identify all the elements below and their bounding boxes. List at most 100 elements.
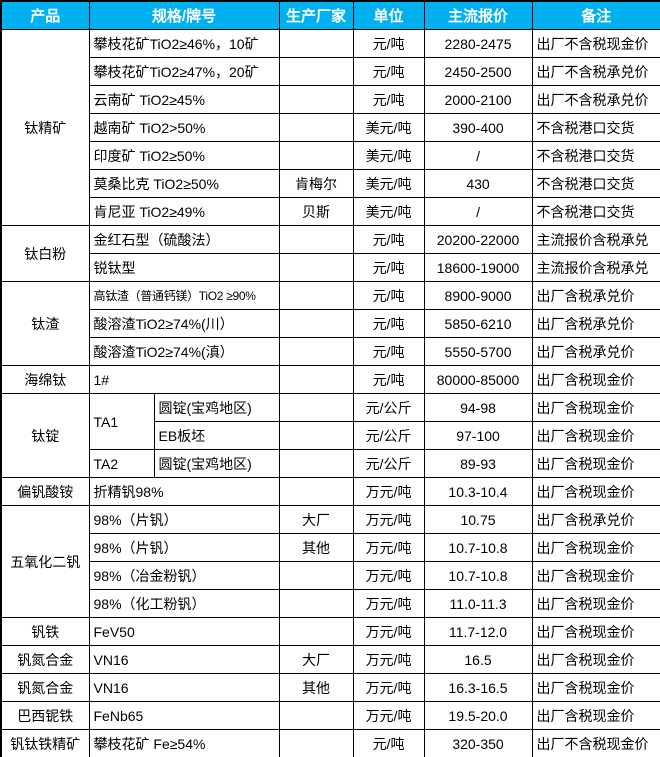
- product-cell: 钛锭: [0, 393, 90, 478]
- unit-cell: 万元/吨: [352, 589, 425, 618]
- price-cell: 2450-2500: [423, 57, 533, 86]
- spec-cell: 云南矿 TiO2≥45%: [88, 85, 280, 114]
- unit-cell: 万元/吨: [352, 533, 425, 562]
- unit-cell: 美元/吨: [352, 113, 425, 142]
- unit-cell: 万元/吨: [352, 505, 425, 534]
- unit-cell: 万元/吨: [352, 701, 425, 730]
- manufacturer-cell: [278, 225, 354, 254]
- header-cell-note: 备注: [531, 0, 660, 30]
- unit-cell: 万元/吨: [352, 645, 425, 674]
- spec-cell: 酸溶渣TiO2≥74%(滇）: [88, 337, 280, 366]
- unit-cell: 元/公斤: [352, 421, 425, 450]
- price-cell: 94-98: [423, 393, 533, 422]
- unit-cell: 万元/吨: [352, 561, 425, 590]
- price-cell: 97-100: [423, 421, 533, 450]
- table-row: 钒铁 FeV50 万元/吨 11.7-12.0 出厂含税现金价: [0, 617, 660, 646]
- header-cell-unit: 单位: [352, 0, 425, 30]
- table-row: 钛精矿 攀枝花矿TiO2≥46%，10矿 元/吨 2280-2475 出厂不含税现金价: [0, 29, 660, 226]
- table-row: 钛白粉 金红石型（硫酸法） 元/吨 20200-22000 主流报价含税承兑: [0, 225, 660, 282]
- note-cell: 出厂含税现金价: [531, 533, 660, 562]
- unit-cell: 美元/吨: [352, 141, 425, 170]
- note-cell: 出厂含税承兑价: [531, 337, 660, 366]
- spec-cell: FeNb65: [88, 701, 280, 730]
- spec-cell: VN16: [88, 673, 280, 702]
- note-cell: 不含税港口交货: [531, 197, 660, 226]
- price-cell: /: [423, 141, 533, 170]
- price-cell: 10.7-10.8: [423, 561, 533, 590]
- price-cell: 10.7-10.8: [423, 533, 533, 562]
- spec-grade-cell: TA1: [88, 393, 155, 450]
- price-cell: 16.3-16.5: [423, 673, 533, 702]
- table-row: 五氧化二钒 98%（片钒） 大厂 万元/吨 10.75 出厂含税承兑价: [0, 505, 660, 618]
- note-cell: 出厂含税现金价: [531, 365, 660, 394]
- spec-cell: 1#: [88, 365, 280, 394]
- unit-cell: 万元/吨: [352, 673, 425, 702]
- price-cell: /: [423, 197, 533, 226]
- manufacturer-cell: [278, 141, 354, 170]
- spec-cell: FeV50: [88, 617, 280, 646]
- price-cell: 89-93: [423, 449, 533, 478]
- product-cell: 钛渣: [0, 281, 90, 366]
- note-cell: 主流报价含税承兑: [531, 225, 660, 254]
- note-cell: 出厂含税现金价: [531, 617, 660, 646]
- price-table-body: 钛精矿 攀枝花矿TiO2≥46%，10矿 元/吨 2280-2475 出厂不含税现金价攀…: [0, 29, 660, 757]
- note-cell: 出厂含税现金价: [531, 561, 660, 590]
- table-row: 印度矿 TiO2≥50% 美元/吨 / 不含税港口交货: [1, 141, 660, 170]
- manufacturer-cell: 肯梅尔: [278, 169, 354, 198]
- table-row: 钛渣 高钛渣（普通钙镁）TiO2 ≥90% 元/吨 8900-9000 出厂含税承兑价: [0, 281, 660, 366]
- unit-cell: 元/公斤: [352, 449, 425, 478]
- price-cell: 5550-5700: [423, 337, 533, 366]
- spec-cell: 印度矿 TiO2≥50%: [88, 141, 280, 170]
- note-cell: 出厂含税现金价: [531, 589, 660, 618]
- note-cell: 不含税港口交货: [531, 141, 660, 170]
- note-cell: 主流报价含税承兑: [531, 253, 660, 282]
- price-cell: 20200-22000: [423, 225, 533, 254]
- manufacturer-cell: [278, 309, 354, 338]
- manufacturer-cell: [278, 57, 354, 86]
- manufacturer-cell: [278, 253, 354, 282]
- product-cell: 钛白粉: [0, 225, 90, 282]
- unit-cell: 元/公斤: [352, 393, 425, 422]
- manufacturer-cell: [278, 113, 354, 142]
- product-cell: 钛精矿: [0, 29, 90, 226]
- unit-cell: 元/吨: [352, 85, 425, 114]
- table-row: 98%（冶金粉钒） 万元/吨 10.7-10.8 出厂含税现金价: [1, 561, 660, 590]
- table-row: 钒钛铁精矿 攀枝花矿 Fe≥54% 元/吨 320-350 出厂不含税现金价: [0, 729, 660, 757]
- spec-cell: 金红石型（硫酸法）: [88, 225, 280, 254]
- table-row: 锐钛型 元/吨 18600-19000 主流报价含税承兑: [1, 253, 660, 282]
- unit-cell: 元/吨: [352, 281, 425, 310]
- spec-type-cell: 圆锭(宝鸡地区): [153, 393, 280, 422]
- table-row: 钒氮合金 VN16 大厂 万元/吨 16.5 出厂含税现金价: [0, 645, 660, 674]
- manufacturer-cell: [278, 281, 354, 310]
- manufacturer-cell: [278, 617, 354, 646]
- price-cell: 80000-85000: [423, 365, 533, 394]
- product-cell: 五氧化二钒: [0, 505, 90, 618]
- price-cell: 8900-9000: [423, 281, 533, 310]
- table-row: 钛锭 TA1 圆锭(宝鸡地区) 元/公斤 94-98 出厂含税现金价: [0, 393, 660, 478]
- header-cell-spec: 规格/牌号: [88, 0, 280, 30]
- table-row: 肯尼亚 TiO2≥49% 贝斯 美元/吨 / 不含税港口交货: [1, 197, 660, 226]
- price-cell: 11.0-11.3: [423, 589, 533, 618]
- product-cell: 巴西铌铁: [0, 701, 90, 730]
- header-cell-price: 主流报价: [423, 0, 533, 30]
- spec-cell: 肯尼亚 TiO2≥49%: [88, 197, 280, 226]
- product-cell: 钒钛铁精矿: [0, 729, 90, 757]
- spec-cell: 折精钒98%: [88, 477, 280, 506]
- spec-cell: 98%（片钒）: [88, 505, 280, 534]
- spec-cell: 98%（冶金粉钒）: [88, 561, 280, 590]
- table-row: 酸溶渣TiO2≥74%(川） 元/吨 5850-6210 出厂含税承兑价: [1, 309, 660, 338]
- table-row: 钒氮合金 VN16 其他 万元/吨 16.3-16.5 出厂含税现金价: [0, 673, 660, 702]
- table-row: 莫桑比克 TiO2≥50% 肯梅尔 美元/吨 430 不含税港口交货: [1, 169, 660, 198]
- table-row: 攀枝花矿TiO2≥47%，20矿 元/吨 2450-2500 出厂不含税承兑价: [1, 57, 660, 86]
- manufacturer-cell: [278, 449, 354, 478]
- manufacturer-cell: [278, 701, 354, 730]
- spec-cell: VN16: [88, 645, 280, 674]
- spec-cell: 攀枝花矿 Fe≥54%: [88, 729, 280, 757]
- note-cell: 出厂含税承兑价: [531, 505, 660, 534]
- spec-cell: 锐钛型: [88, 253, 280, 282]
- note-cell: 不含税港口交货: [531, 113, 660, 142]
- product-cell: 钒氮合金: [0, 645, 90, 674]
- header-cell-manufacturer: 生产厂家: [278, 0, 354, 30]
